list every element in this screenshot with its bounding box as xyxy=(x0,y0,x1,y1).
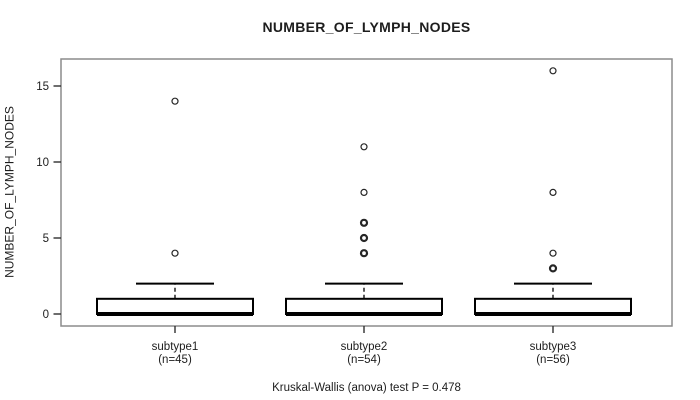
x-count-label: (n=56) xyxy=(536,354,570,366)
outlier-point xyxy=(171,97,179,105)
x-category-label: subtype1 xyxy=(152,341,199,353)
outlier-point xyxy=(549,67,557,75)
iqr-box-subtype3 xyxy=(474,297,632,315)
outlier-point xyxy=(171,249,179,257)
chart-title: NUMBER_OF_LYMPH_NODES xyxy=(262,19,471,35)
outlier-point xyxy=(360,188,368,196)
x-count-label: (n=45) xyxy=(158,354,192,366)
outlier-point xyxy=(360,143,368,151)
iqr-box-subtype1 xyxy=(96,297,254,315)
y-tick-label: 15 xyxy=(36,81,49,93)
outlier-point xyxy=(549,188,557,196)
y-tick-label: 10 xyxy=(36,157,49,169)
x-count-label: (n=54) xyxy=(347,354,381,366)
outlier-point xyxy=(359,249,369,258)
outlier-point xyxy=(549,249,557,257)
y-tick-label: 0 xyxy=(43,309,49,321)
plot-border xyxy=(60,58,673,327)
y-tick-label: 5 xyxy=(43,233,49,245)
iqr-box-subtype2 xyxy=(285,297,443,315)
x-category-label: subtype3 xyxy=(530,341,577,353)
outlier-point xyxy=(548,264,558,273)
outlier-point xyxy=(359,218,369,227)
x-category-label: subtype2 xyxy=(341,341,388,353)
outlier-point xyxy=(359,233,369,243)
stat-test-caption: Kruskal-Wallis (anova) test P = 0.478 xyxy=(272,382,461,394)
